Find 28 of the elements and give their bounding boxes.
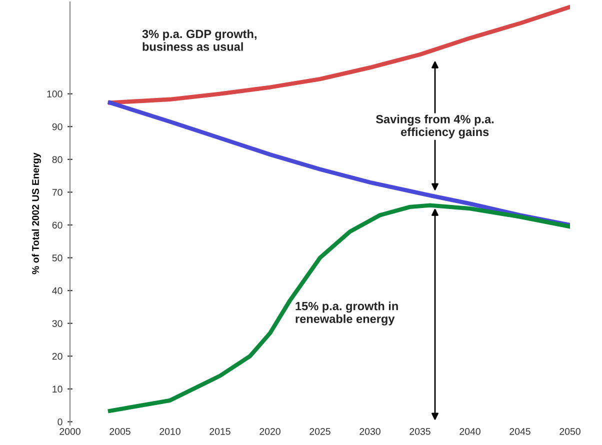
x-tick-label: 2030 [360, 428, 380, 435]
x-tick-label: 2025 [310, 428, 330, 435]
line-series [108, 203, 570, 413]
y-tick-label: 100 [47, 90, 62, 98]
x-tick-label: 2015 [210, 428, 230, 435]
x-tick-label: 2000 [60, 428, 80, 435]
y-tick-label: 70 [52, 188, 62, 196]
x-tick-label: 2020 [260, 428, 280, 435]
annotation: 3% p.a. GDP growth, business as usual [142, 29, 256, 51]
y-tick-label: 0 [58, 418, 62, 426]
x-tick-label: 2010 [160, 428, 180, 435]
y-tick-label: 60 [52, 222, 62, 229]
line-series [108, 4, 570, 105]
x-tick-label: 2035 [410, 428, 430, 435]
y-tick-label: 20 [52, 352, 62, 360]
x-tick-label: 2005 [110, 428, 130, 435]
x-tick-label: 2040 [460, 428, 480, 435]
y-tick-label: 10 [52, 386, 62, 393]
x-tick-label: 2050 [560, 428, 580, 435]
annotation: 15% p.a. growth in renewable energy [296, 302, 398, 326]
y-tick-label: 40 [52, 287, 62, 294]
y-axis-title: % of Total 2002 US Energy [32, 152, 41, 274]
y-tick-label: 90 [52, 123, 62, 130]
y-tick-label: 80 [52, 156, 62, 164]
y-tick-label: 50 [52, 254, 62, 262]
y-tick-label: 30 [52, 320, 62, 327]
x-tick-label: 2045 [510, 428, 530, 435]
annotation: Savings from 4% p.a. efficiency gains [376, 114, 494, 139]
